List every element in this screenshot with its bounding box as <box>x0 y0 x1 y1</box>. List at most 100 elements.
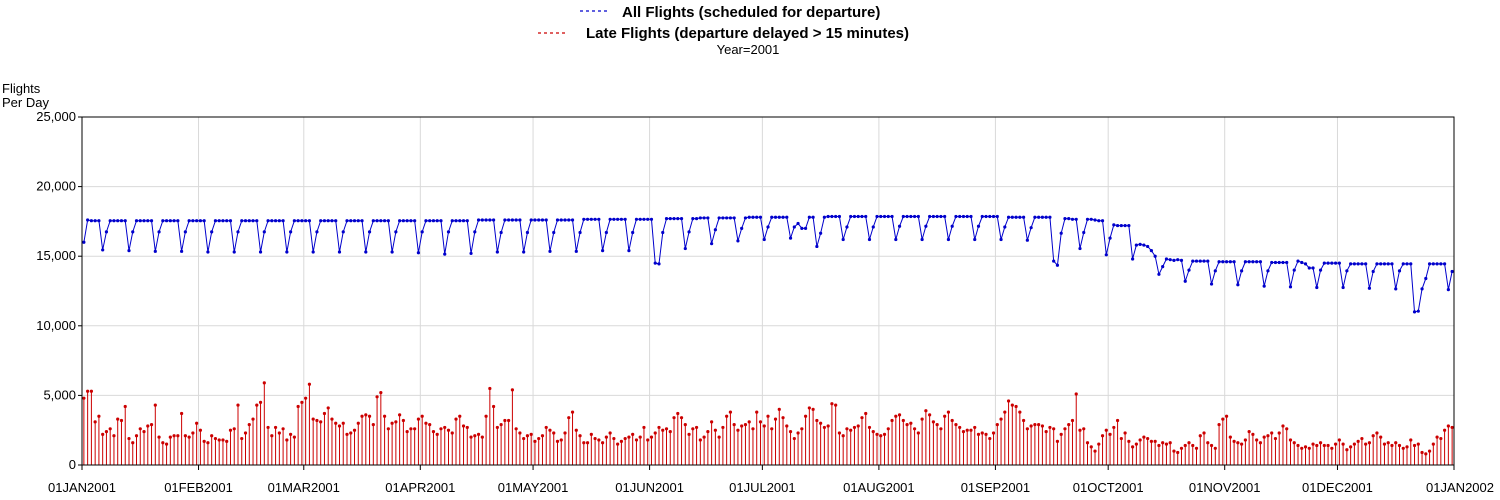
all-flights-point <box>255 219 259 223</box>
late-flights-point <box>492 404 496 409</box>
late-flights-point <box>1247 429 1251 434</box>
all-flights-point <box>668 217 672 221</box>
all-flights-point <box>101 248 105 252</box>
late-flights-point <box>946 410 951 414</box>
late-flights-point <box>232 427 236 431</box>
all-flights-point <box>206 250 210 254</box>
all-flights-point <box>439 219 443 223</box>
late-flights-point <box>1018 410 1022 414</box>
all-flights-point <box>168 219 172 223</box>
late-flights-point <box>770 427 774 431</box>
all-flights-point <box>510 218 514 222</box>
all-flights-line <box>83 216 1453 313</box>
all-flights-point <box>1333 261 1338 265</box>
late-flights-point <box>428 423 432 427</box>
late-flights-point <box>916 431 920 435</box>
all-flights-point <box>296 219 300 223</box>
late-flights-point <box>1006 399 1011 403</box>
all-flights-point <box>1070 217 1075 221</box>
late-flights-point <box>570 410 575 414</box>
all-flights-point <box>446 230 451 234</box>
late-flights-point <box>826 424 830 428</box>
late-flights-point <box>1138 438 1142 442</box>
late-flights-point <box>616 442 620 446</box>
all-flights-point <box>1307 266 1311 270</box>
all-flights-point <box>405 219 409 223</box>
late-flights-point <box>841 434 845 438</box>
all-flights-point <box>544 218 548 222</box>
late-flights-point <box>1243 438 1247 442</box>
late-flights-point <box>540 434 545 438</box>
legend-label-all-flights: All Flights (scheduled for departure) <box>622 4 880 21</box>
all-flights-point <box>676 217 680 221</box>
all-flights-point <box>1183 279 1187 283</box>
all-flights-point <box>1288 285 1293 289</box>
all-flights-point <box>153 249 157 253</box>
late-flights-point <box>1206 441 1210 445</box>
late-flights-point <box>1198 434 1202 438</box>
all-flights-point <box>834 214 838 219</box>
late-flights-point <box>311 417 315 421</box>
all-flights-point <box>1258 260 1263 264</box>
x-tick-label: 01APR2001 <box>385 480 455 495</box>
all-flights-point <box>555 218 560 222</box>
late-flights-point <box>991 431 996 435</box>
all-flights-point <box>356 219 360 223</box>
all-flights-point <box>710 242 714 246</box>
all-flights-point <box>1104 253 1108 257</box>
late-flights-point <box>525 434 530 438</box>
late-flights-point <box>537 436 541 441</box>
y-tick-label: 0 <box>69 457 76 472</box>
late-flights-point <box>623 436 627 441</box>
late-flights-point <box>909 421 913 425</box>
late-flights-point <box>973 425 977 430</box>
all-flights-point <box>687 230 691 234</box>
all-flights-point <box>1296 259 1300 263</box>
all-flights-point <box>1187 268 1191 272</box>
late-flights-point <box>1063 427 1067 431</box>
late-flights-point <box>1281 424 1285 428</box>
late-flights-point <box>157 435 161 439</box>
x-tick-label: 01JUN2001 <box>615 480 684 495</box>
late-flights-point <box>1014 404 1018 409</box>
all-flights-point <box>499 230 503 235</box>
late-flights-point <box>1326 443 1330 448</box>
all-flights-point <box>1277 260 1281 265</box>
all-flights-point <box>488 218 492 222</box>
all-flights-point <box>1379 262 1383 266</box>
late-flights-point <box>164 442 169 446</box>
all-flights-point <box>390 250 394 254</box>
late-flights-point <box>1078 428 1082 432</box>
all-flights-point <box>1349 262 1353 266</box>
all-flights-point <box>465 219 469 223</box>
chart-subtitle: Year=2001 <box>717 42 780 57</box>
late-flights-point <box>1149 439 1154 443</box>
late-flights-point <box>867 425 872 430</box>
all-flights-point <box>401 219 405 223</box>
all-flights-point <box>428 219 432 223</box>
y-tick-label: 20,000 <box>36 179 76 194</box>
late-flights-point <box>104 429 109 434</box>
all-flights-point <box>657 262 661 266</box>
all-flights-point <box>492 218 496 222</box>
late-flights-point <box>1157 443 1161 448</box>
late-flights-point <box>1003 410 1007 414</box>
late-flights-point <box>273 425 278 430</box>
late-flights-point <box>503 418 507 423</box>
late-flights-point <box>1375 431 1379 435</box>
all-flights-point <box>1048 215 1052 219</box>
all-flights-point <box>845 225 849 229</box>
all-flights-point <box>1394 287 1398 291</box>
late-flights-point <box>431 429 436 434</box>
all-flights-point <box>1179 258 1184 262</box>
all-flights-point <box>1146 244 1150 249</box>
all-flights-point <box>1134 243 1138 247</box>
late-flights-point <box>781 416 785 420</box>
late-flights-point <box>766 414 770 418</box>
late-flights-point <box>1439 436 1443 441</box>
late-flights-point <box>879 434 883 438</box>
all-flights-point <box>1424 276 1428 281</box>
all-flights-point <box>901 214 905 219</box>
late-flights-point <box>743 423 748 427</box>
late-flights-point <box>950 418 954 423</box>
